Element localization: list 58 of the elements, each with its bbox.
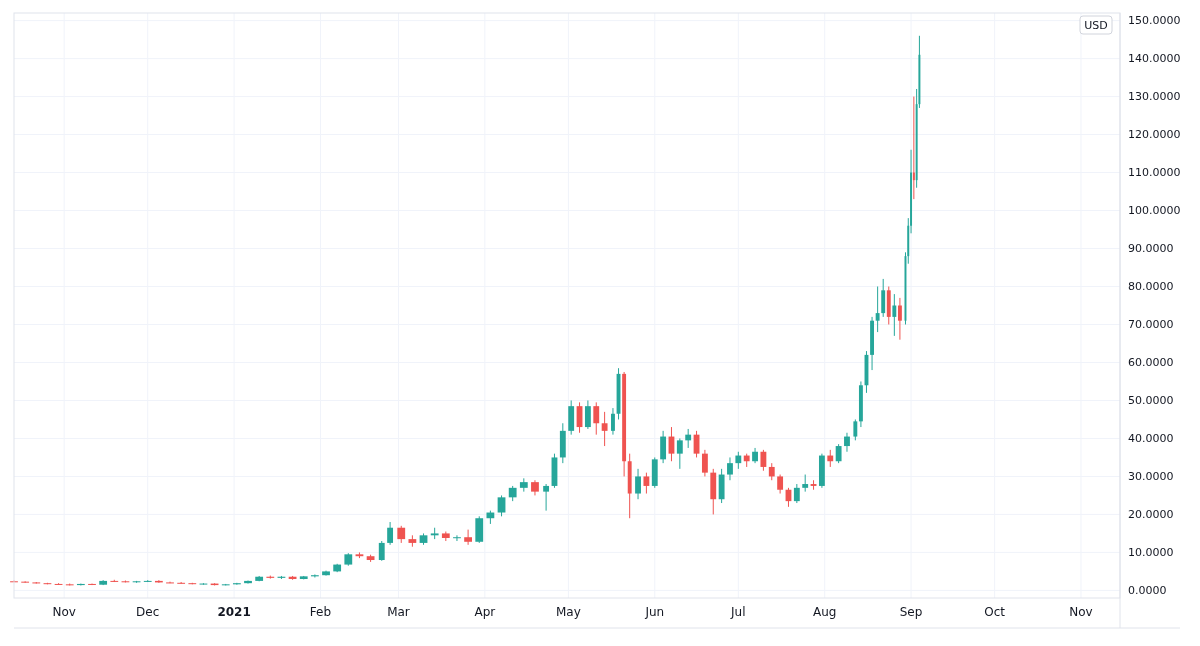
candlestick	[881, 278, 886, 318]
y-tick-label: 10.0000	[1128, 546, 1174, 560]
y-tick-label: 80.0000	[1128, 280, 1174, 294]
y-tick-label: 70.0000	[1128, 318, 1174, 332]
y-tick-label: 60.0000	[1128, 356, 1174, 370]
x-tick-label: Nov	[1069, 605, 1093, 619]
candlestick	[475, 515, 484, 544]
candlestick	[892, 293, 897, 337]
x-tick-label: 2021	[217, 605, 251, 619]
candlestick	[777, 474, 784, 495]
candlestick	[875, 286, 880, 333]
x-tick-label: Aug	[812, 605, 837, 619]
x-tick-label: Sep	[899, 605, 923, 619]
x-tick-label: Jun	[644, 605, 665, 619]
candlestick	[844, 432, 850, 453]
candlestick	[387, 521, 394, 546]
candlestick	[464, 529, 472, 546]
candlestick	[760, 449, 767, 472]
x-tick-label: Jul	[730, 605, 746, 619]
candlestick	[727, 456, 733, 481]
candlestick	[701, 449, 708, 477]
x-tick-label: May	[555, 605, 581, 619]
y-tick-label: 90.0000	[1128, 242, 1174, 256]
y-tick-label: 40.0000	[1128, 432, 1174, 446]
candlestick	[497, 494, 506, 517]
candlestick	[643, 472, 650, 495]
candlestick	[601, 411, 608, 447]
y-tick-label: 120.0000	[1128, 128, 1181, 142]
y-tick-label: 20.0000	[1128, 508, 1174, 522]
x-tick-label: Feb	[309, 605, 332, 619]
candlestick	[676, 437, 683, 470]
candlestick	[378, 540, 385, 562]
candlestick	[453, 534, 461, 542]
x-tick-label: Mar	[387, 605, 410, 619]
candlestick	[635, 468, 641, 500]
candlestick	[685, 428, 692, 449]
candlestick	[793, 483, 800, 504]
y-tick-label: 50.0000	[1128, 394, 1174, 408]
candlestick	[21, 580, 30, 584]
candlestick	[835, 443, 842, 464]
x-tick-label: Oct	[984, 605, 1006, 619]
y-tick-label: 140.0000	[1128, 52, 1181, 66]
y-tick-label: 130.0000	[1128, 90, 1181, 104]
candlestick	[584, 399, 591, 430]
y-tick-label: 30.0000	[1128, 470, 1174, 484]
x-tick-label: Dec	[136, 605, 160, 619]
y-tick-label: 0.0000	[1128, 584, 1167, 598]
candlestick	[660, 430, 667, 464]
y-tick-label: 150.0000	[1128, 14, 1181, 28]
candlestick	[897, 297, 902, 341]
y-tick-label: 110.0000	[1128, 166, 1181, 180]
candlestick	[543, 483, 550, 512]
candlestick	[853, 418, 858, 441]
x-tick-label: Nov	[52, 605, 76, 619]
y-axis-title: USD	[1084, 18, 1108, 32]
y-tick-label: 100.0000	[1128, 204, 1181, 218]
candlestick	[593, 401, 600, 436]
x-tick-label: Apr	[474, 605, 496, 619]
